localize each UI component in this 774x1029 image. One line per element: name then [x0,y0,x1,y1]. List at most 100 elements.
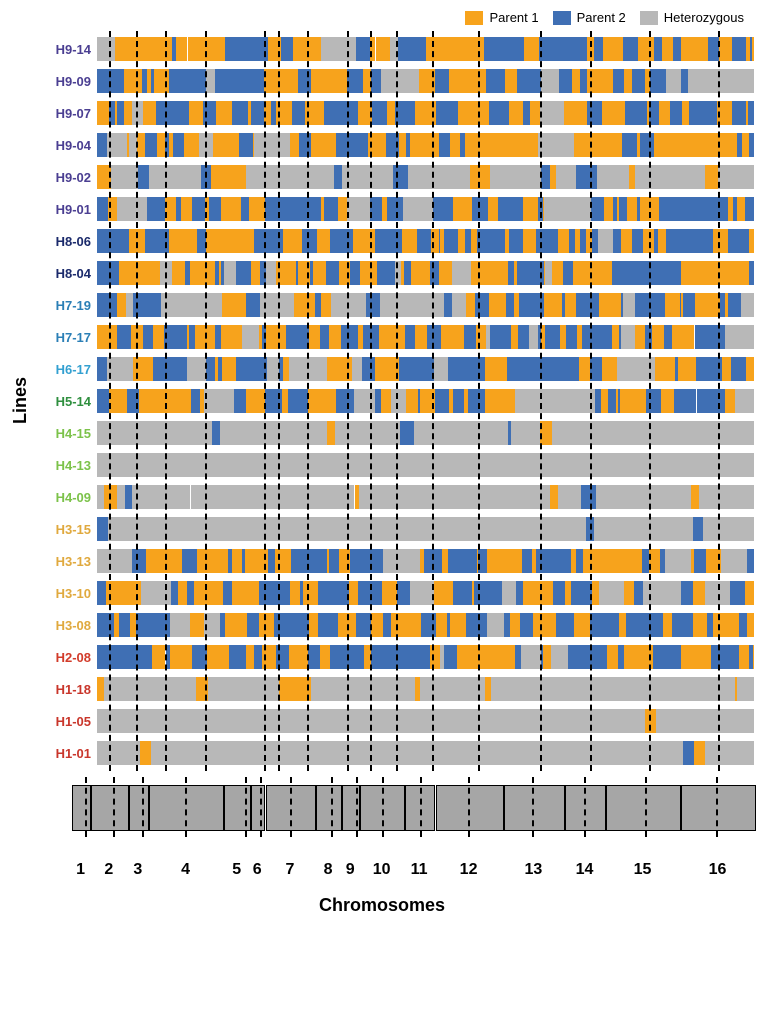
line-label: H3-13 [35,554,97,569]
line-row: H9-04 [35,131,754,159]
genotype-track [97,133,754,157]
genotype-track [97,741,754,765]
ideogram-bar [129,785,149,831]
line-label: H9-02 [35,170,97,185]
genotype-track [97,549,754,573]
line-row: H9-07 [35,99,754,127]
line-row: H7-19 [35,291,754,319]
line-row: H4-13 [35,451,754,479]
chromosome-labels: 12345678910111213141516 [72,861,754,885]
line-label: H6-17 [35,362,97,377]
genotype-track [97,485,754,509]
chromosome-label: 15 [634,861,652,879]
genotype-track [97,421,754,445]
chromosome-label: 6 [253,861,262,879]
line-label: H2-08 [35,650,97,665]
genotype-track [97,357,754,381]
genotype-track [97,581,754,605]
legend-label-het: Heterozygous [664,10,744,25]
ideogram-row [72,785,754,833]
line-label: H1-18 [35,682,97,697]
chromosome-label: 7 [285,861,294,879]
line-label: H3-08 [35,618,97,633]
chart-rows: H9-14 H9-09 H9-07 H9-04 H9-02 H9-01 H8-06 H8-04… [35,31,754,771]
chromosome-label: 13 [524,861,542,879]
line-row: H3-13 [35,547,754,575]
line-row: H1-05 [35,707,754,735]
line-row: H3-08 [35,611,754,639]
swatch-het [640,11,658,25]
ideogram-bar [251,785,265,831]
line-label: H7-17 [35,330,97,345]
line-row: H5-14 [35,387,754,415]
ideogram-bar [606,785,681,831]
legend-label-p1: Parent 1 [489,10,538,25]
ideogram-bar [681,785,756,831]
swatch-parent1 [465,11,483,25]
line-label: H8-06 [35,234,97,249]
line-label: H9-04 [35,138,97,153]
genotype-track [97,293,754,317]
line-row: H1-01 [35,739,754,767]
chromosome-label: 1 [76,861,85,879]
line-row: H4-09 [35,483,754,511]
genotype-track [97,101,754,125]
line-row: H8-04 [35,259,754,287]
genotype-track [97,517,754,541]
legend: Parent 1 Parent 2 Heterozygous [10,10,754,25]
genotype-track [97,645,754,669]
line-label: H4-09 [35,490,97,505]
genotype-track [97,325,754,349]
line-row: H2-08 [35,643,754,671]
y-axis-title: Lines [10,377,31,424]
line-label: H3-10 [35,586,97,601]
line-label: H9-07 [35,106,97,121]
chromosome-label: 8 [324,861,333,879]
chromosome-label: 11 [411,861,428,879]
chromosome-label: 10 [373,861,391,879]
chromosome-label: 2 [104,861,113,879]
line-row: H9-02 [35,163,754,191]
line-label: H8-04 [35,266,97,281]
chromosome-label: 14 [576,861,594,879]
genotype-track [97,69,754,93]
genotype-track [97,197,754,221]
line-row: H9-09 [35,67,754,95]
genotype-track [97,261,754,285]
line-row: H7-17 [35,323,754,351]
line-row: H4-15 [35,419,754,447]
line-label: H7-19 [35,298,97,313]
line-label: H1-01 [35,746,97,761]
legend-label-p2: Parent 2 [577,10,626,25]
ideogram-bar [504,785,565,831]
genotype-track [97,165,754,189]
x-axis-title: Chromosomes [10,895,754,916]
chromosome-label: 12 [460,861,478,879]
line-row: H9-14 [35,35,754,63]
genotype-track [97,229,754,253]
line-label: H4-13 [35,458,97,473]
genotype-track [97,453,754,477]
genotype-track [97,613,754,637]
ideogram-bar [91,785,128,831]
line-row: H6-17 [35,355,754,383]
line-label: H3-15 [35,522,97,537]
line-row: H1-18 [35,675,754,703]
line-label: H9-14 [35,42,97,57]
swatch-parent2 [553,11,571,25]
line-label: H1-05 [35,714,97,729]
line-label: H9-09 [35,74,97,89]
chromosome-label: 3 [133,861,142,879]
line-row: H9-01 [35,195,754,223]
genotype-track [97,677,754,701]
genotype-track [97,389,754,413]
line-label: H5-14 [35,394,97,409]
line-row: H8-06 [35,227,754,255]
chromosome-label: 16 [709,861,727,879]
ideogram-bar [436,785,504,831]
ideogram-bar [316,785,342,831]
line-row: H3-10 [35,579,754,607]
chromosome-label: 9 [346,861,355,879]
ideogram-bar [149,785,224,831]
line-label: H9-01 [35,202,97,217]
